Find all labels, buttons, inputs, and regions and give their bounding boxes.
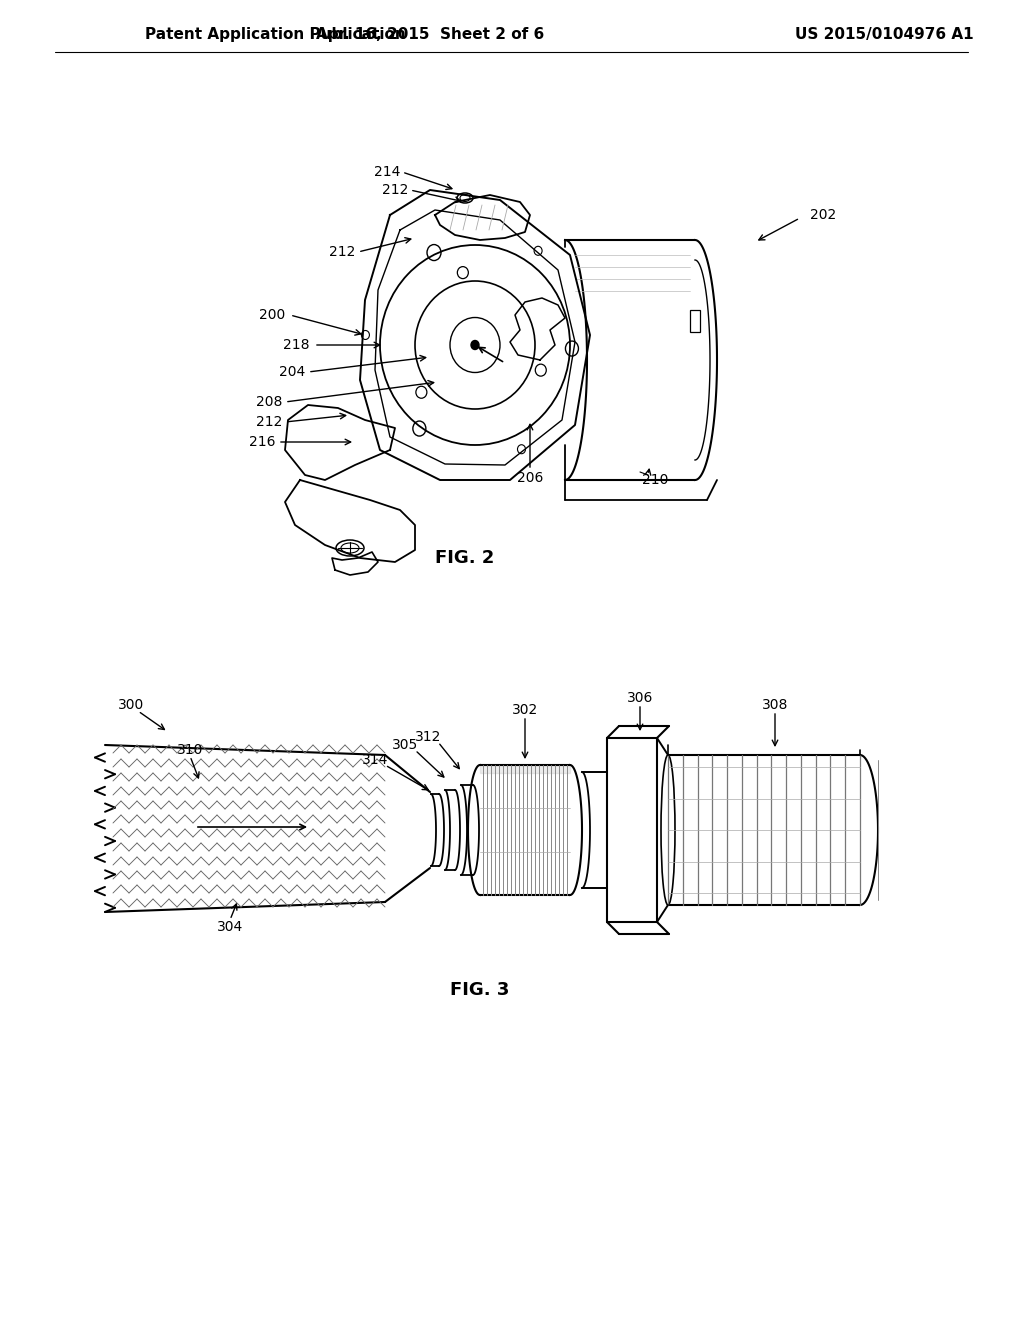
- Text: 208: 208: [256, 395, 282, 409]
- Text: 300: 300: [118, 698, 144, 711]
- Text: 312: 312: [415, 730, 441, 744]
- Text: 304: 304: [217, 920, 243, 935]
- Text: 216: 216: [249, 436, 275, 449]
- Text: US 2015/0104976 A1: US 2015/0104976 A1: [795, 28, 974, 42]
- Text: 218: 218: [284, 338, 310, 352]
- Text: 214: 214: [374, 165, 400, 180]
- Text: 210: 210: [642, 473, 669, 487]
- Text: Apr. 16, 2015  Sheet 2 of 6: Apr. 16, 2015 Sheet 2 of 6: [315, 28, 544, 42]
- Text: 200: 200: [259, 308, 285, 322]
- Text: FIG. 2: FIG. 2: [435, 549, 495, 568]
- Text: 212: 212: [329, 246, 355, 259]
- Ellipse shape: [471, 341, 479, 350]
- Bar: [690, 310, 700, 333]
- Text: 206: 206: [517, 471, 543, 484]
- Text: 310: 310: [177, 743, 203, 756]
- Text: 212: 212: [256, 414, 282, 429]
- Text: 306: 306: [627, 690, 653, 705]
- Text: 308: 308: [762, 698, 788, 711]
- Text: 202: 202: [810, 209, 837, 222]
- Text: 204: 204: [279, 366, 305, 379]
- Text: 212: 212: [382, 183, 408, 197]
- Text: FIG. 3: FIG. 3: [451, 981, 510, 999]
- Text: 314: 314: [361, 752, 388, 767]
- Text: 302: 302: [512, 704, 539, 717]
- Text: 305: 305: [392, 738, 418, 752]
- Text: Patent Application Publication: Patent Application Publication: [145, 28, 406, 42]
